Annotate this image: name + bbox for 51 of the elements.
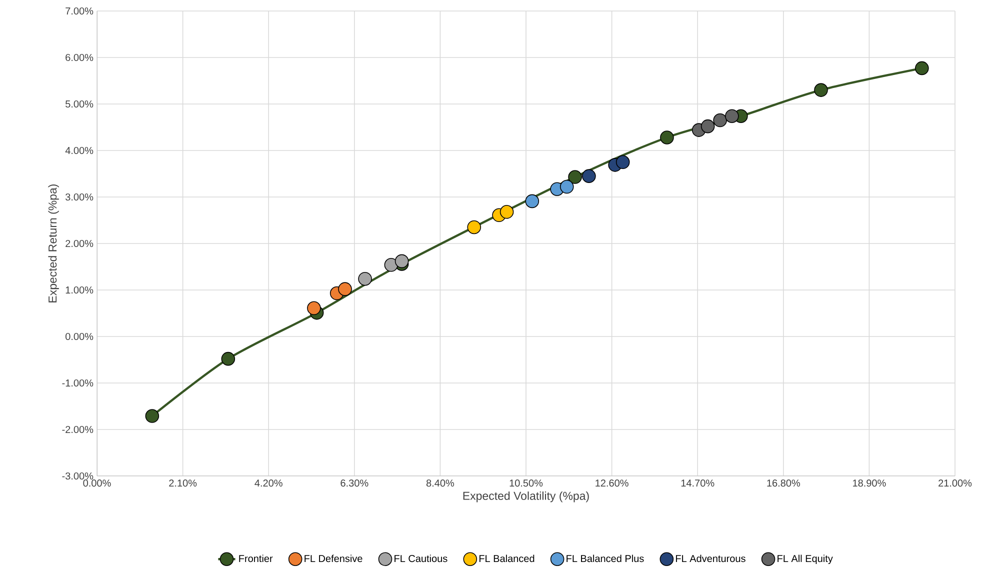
y-tick-label: 6.00%: [66, 54, 94, 62]
legend-label: FL Defensive: [304, 554, 362, 562]
point: [500, 204, 514, 219]
x-tick-label: 12.60%: [596, 480, 628, 487]
point: [384, 258, 398, 272]
y-tick-label: 7.00%: [66, 7, 94, 15]
point: [394, 254, 409, 268]
x-tick-label: 4.20%: [254, 480, 282, 487]
x-tick-label: 2.10%: [169, 480, 197, 487]
point: [616, 155, 630, 170]
point: [221, 352, 236, 366]
y-tick-label: 0.00%: [66, 332, 94, 340]
point: [713, 113, 727, 128]
y-tick-label: 1.00%: [66, 286, 94, 294]
x-tick-label: 16.80%: [767, 480, 800, 487]
point: [145, 409, 160, 423]
y-tick-label: 5.00%: [66, 100, 94, 108]
y-tick-label: -3.00%: [62, 472, 94, 480]
point: [358, 272, 372, 286]
point: [582, 169, 596, 183]
point: [525, 194, 540, 208]
x-tick-label: 18.90%: [853, 480, 886, 487]
legend-label: Frontier: [239, 554, 273, 562]
y-axis-title: Expected Return (%pa): [48, 184, 59, 302]
point: [700, 119, 715, 134]
x-tick-label: 8.40%: [426, 480, 454, 487]
legend-label: FL All Equity: [778, 554, 833, 564]
y-tick-label: -2.00%: [62, 426, 94, 434]
point: [915, 61, 929, 76]
point: [338, 282, 352, 296]
x-tick-label: 10.50%: [510, 480, 543, 487]
point: [725, 109, 739, 123]
y-tick-label: 3.00%: [65, 193, 94, 201]
x-axis-title: Expected Volatility (%pa): [463, 491, 589, 502]
y-tick-label: -1.00%: [62, 379, 94, 387]
legend-label: FL Balanced Plus: [566, 554, 644, 562]
point: [307, 301, 321, 316]
x-tick-label: 0.00%: [83, 480, 111, 487]
x-tick-label: 14.70%: [681, 480, 714, 487]
legend-label: FL Adventurous: [676, 554, 746, 562]
y-tick-label: 4.00%: [65, 146, 94, 154]
x-tick-label: 21.00%: [938, 480, 972, 487]
x-tick-label: 6.30%: [340, 480, 368, 487]
legend-label: FL Balanced: [479, 554, 534, 562]
point: [660, 130, 674, 144]
y-tick-label: 2.00%: [66, 240, 94, 248]
point: [560, 180, 574, 194]
point: [814, 83, 828, 97]
point: [568, 170, 582, 184]
point: [467, 220, 482, 234]
legend-label: FL Cautious: [394, 554, 448, 562]
